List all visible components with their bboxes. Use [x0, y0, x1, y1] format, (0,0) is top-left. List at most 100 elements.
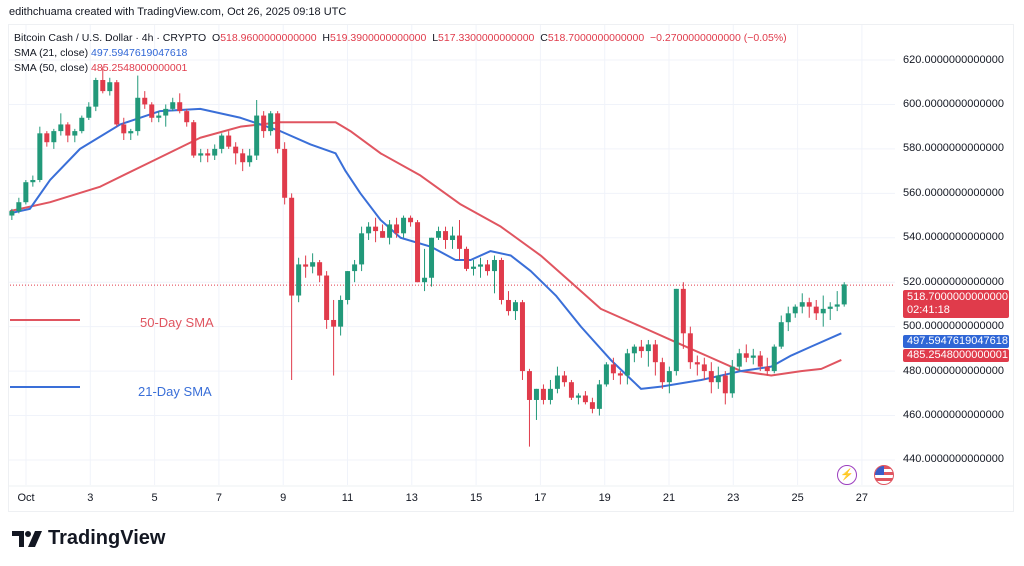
candle-body	[310, 262, 316, 267]
candle-body	[736, 353, 742, 367]
candles	[9, 66, 847, 447]
us-flag-icon[interactable]	[874, 465, 894, 485]
candle	[177, 93, 183, 114]
candle	[778, 315, 784, 349]
candle	[142, 91, 148, 109]
candle	[254, 99, 260, 160]
sma21-legend[interactable]: SMA (21, close) 497.5947619047618	[14, 47, 188, 59]
candle	[128, 128, 134, 140]
candle-body	[380, 231, 386, 238]
candle	[205, 148, 211, 163]
candle	[366, 222, 372, 240]
candle	[282, 142, 288, 205]
price-tick-label: 580.0000000000000	[903, 142, 1004, 155]
candle-body	[100, 79, 106, 92]
candle-body	[450, 235, 456, 240]
date-tick-label: 25	[791, 492, 804, 504]
chart-credit: edithchuama created with TradingView.com…	[9, 6, 347, 18]
candle-body	[771, 346, 777, 372]
candle	[464, 246, 470, 272]
candle	[498, 257, 504, 305]
price-tick-label: 620.0000000000000	[903, 53, 1004, 66]
sma50-annotation: 50-Day SMA	[140, 315, 214, 330]
candle-body	[694, 362, 700, 365]
candle	[834, 291, 840, 312]
candle-body	[261, 115, 267, 132]
price-tick-label: 500.0000000000000	[903, 320, 1004, 333]
candle	[422, 248, 428, 292]
candle-body	[813, 306, 819, 314]
candle-body	[338, 299, 344, 327]
candle-body	[443, 231, 449, 240]
candle-body	[750, 355, 756, 358]
candle	[429, 237, 435, 287]
candle-body	[219, 135, 225, 149]
candle-body	[547, 388, 553, 400]
candle	[764, 357, 770, 376]
candle-body	[533, 388, 539, 400]
candle-body	[415, 222, 421, 283]
candle-body	[296, 264, 302, 296]
candle	[743, 344, 749, 363]
candle-body	[743, 353, 749, 358]
candle	[750, 348, 756, 365]
candle	[708, 362, 714, 394]
candle	[561, 371, 567, 387]
date-tick-label: 17	[534, 492, 547, 504]
candle	[729, 359, 735, 398]
candle-body	[205, 153, 211, 156]
candle	[219, 133, 225, 154]
candle-body	[212, 148, 218, 156]
candle-body	[9, 211, 15, 216]
candle-body	[240, 153, 246, 163]
candle	[44, 131, 50, 147]
sma21-line	[9, 107, 842, 390]
date-tick-label: 11	[341, 492, 354, 504]
candle-body	[352, 264, 358, 272]
candle	[100, 66, 106, 94]
candle	[512, 299, 518, 320]
candle	[477, 257, 483, 278]
tradingview-logo[interactable]: TradingView	[12, 527, 165, 550]
candle-body	[114, 82, 120, 125]
candle	[589, 397, 595, 414]
candle-body	[86, 106, 92, 118]
candle-body	[282, 148, 288, 198]
sma50-legend[interactable]: SMA (50, close) 485.2548000000001	[14, 62, 188, 74]
price-tick-label: 440.0000000000000	[903, 453, 1004, 466]
price-tick-label: 560.0000000000000	[903, 186, 1004, 199]
candle-body	[729, 366, 735, 394]
candle	[457, 219, 463, 260]
candle	[156, 111, 162, 123]
candle-body	[16, 202, 22, 212]
candle-body	[526, 371, 532, 400]
candle	[331, 299, 337, 376]
candle-body	[701, 364, 707, 372]
candle-body	[491, 259, 497, 272]
candle-body	[23, 182, 29, 203]
candle	[443, 226, 449, 249]
candle	[275, 111, 281, 154]
open-value: 518.9600000000000	[220, 32, 317, 44]
candle	[16, 197, 22, 214]
candle	[135, 75, 141, 136]
candle-body	[519, 302, 525, 372]
lightning-icon[interactable]: ⚡	[837, 465, 857, 485]
candle-body	[554, 375, 560, 389]
sma50-path	[9, 121, 842, 377]
candle	[58, 113, 64, 136]
candle	[701, 357, 707, 380]
candle	[659, 357, 665, 389]
candle	[30, 175, 36, 187]
change-value: −0.2700000000000 (−0.05%)	[650, 32, 787, 44]
sma21-annotation: 21-Day SMA	[138, 384, 212, 399]
candle	[345, 271, 351, 305]
symbol-name: Bitcoin Cash / U.S. Dollar · 4h · CRYPTO	[14, 32, 207, 44]
candle	[575, 393, 581, 405]
candle-body	[303, 264, 309, 267]
candle-body	[512, 302, 518, 312]
candle	[86, 102, 92, 120]
candle	[394, 217, 400, 238]
price-tick-label: 540.0000000000000	[903, 231, 1004, 244]
